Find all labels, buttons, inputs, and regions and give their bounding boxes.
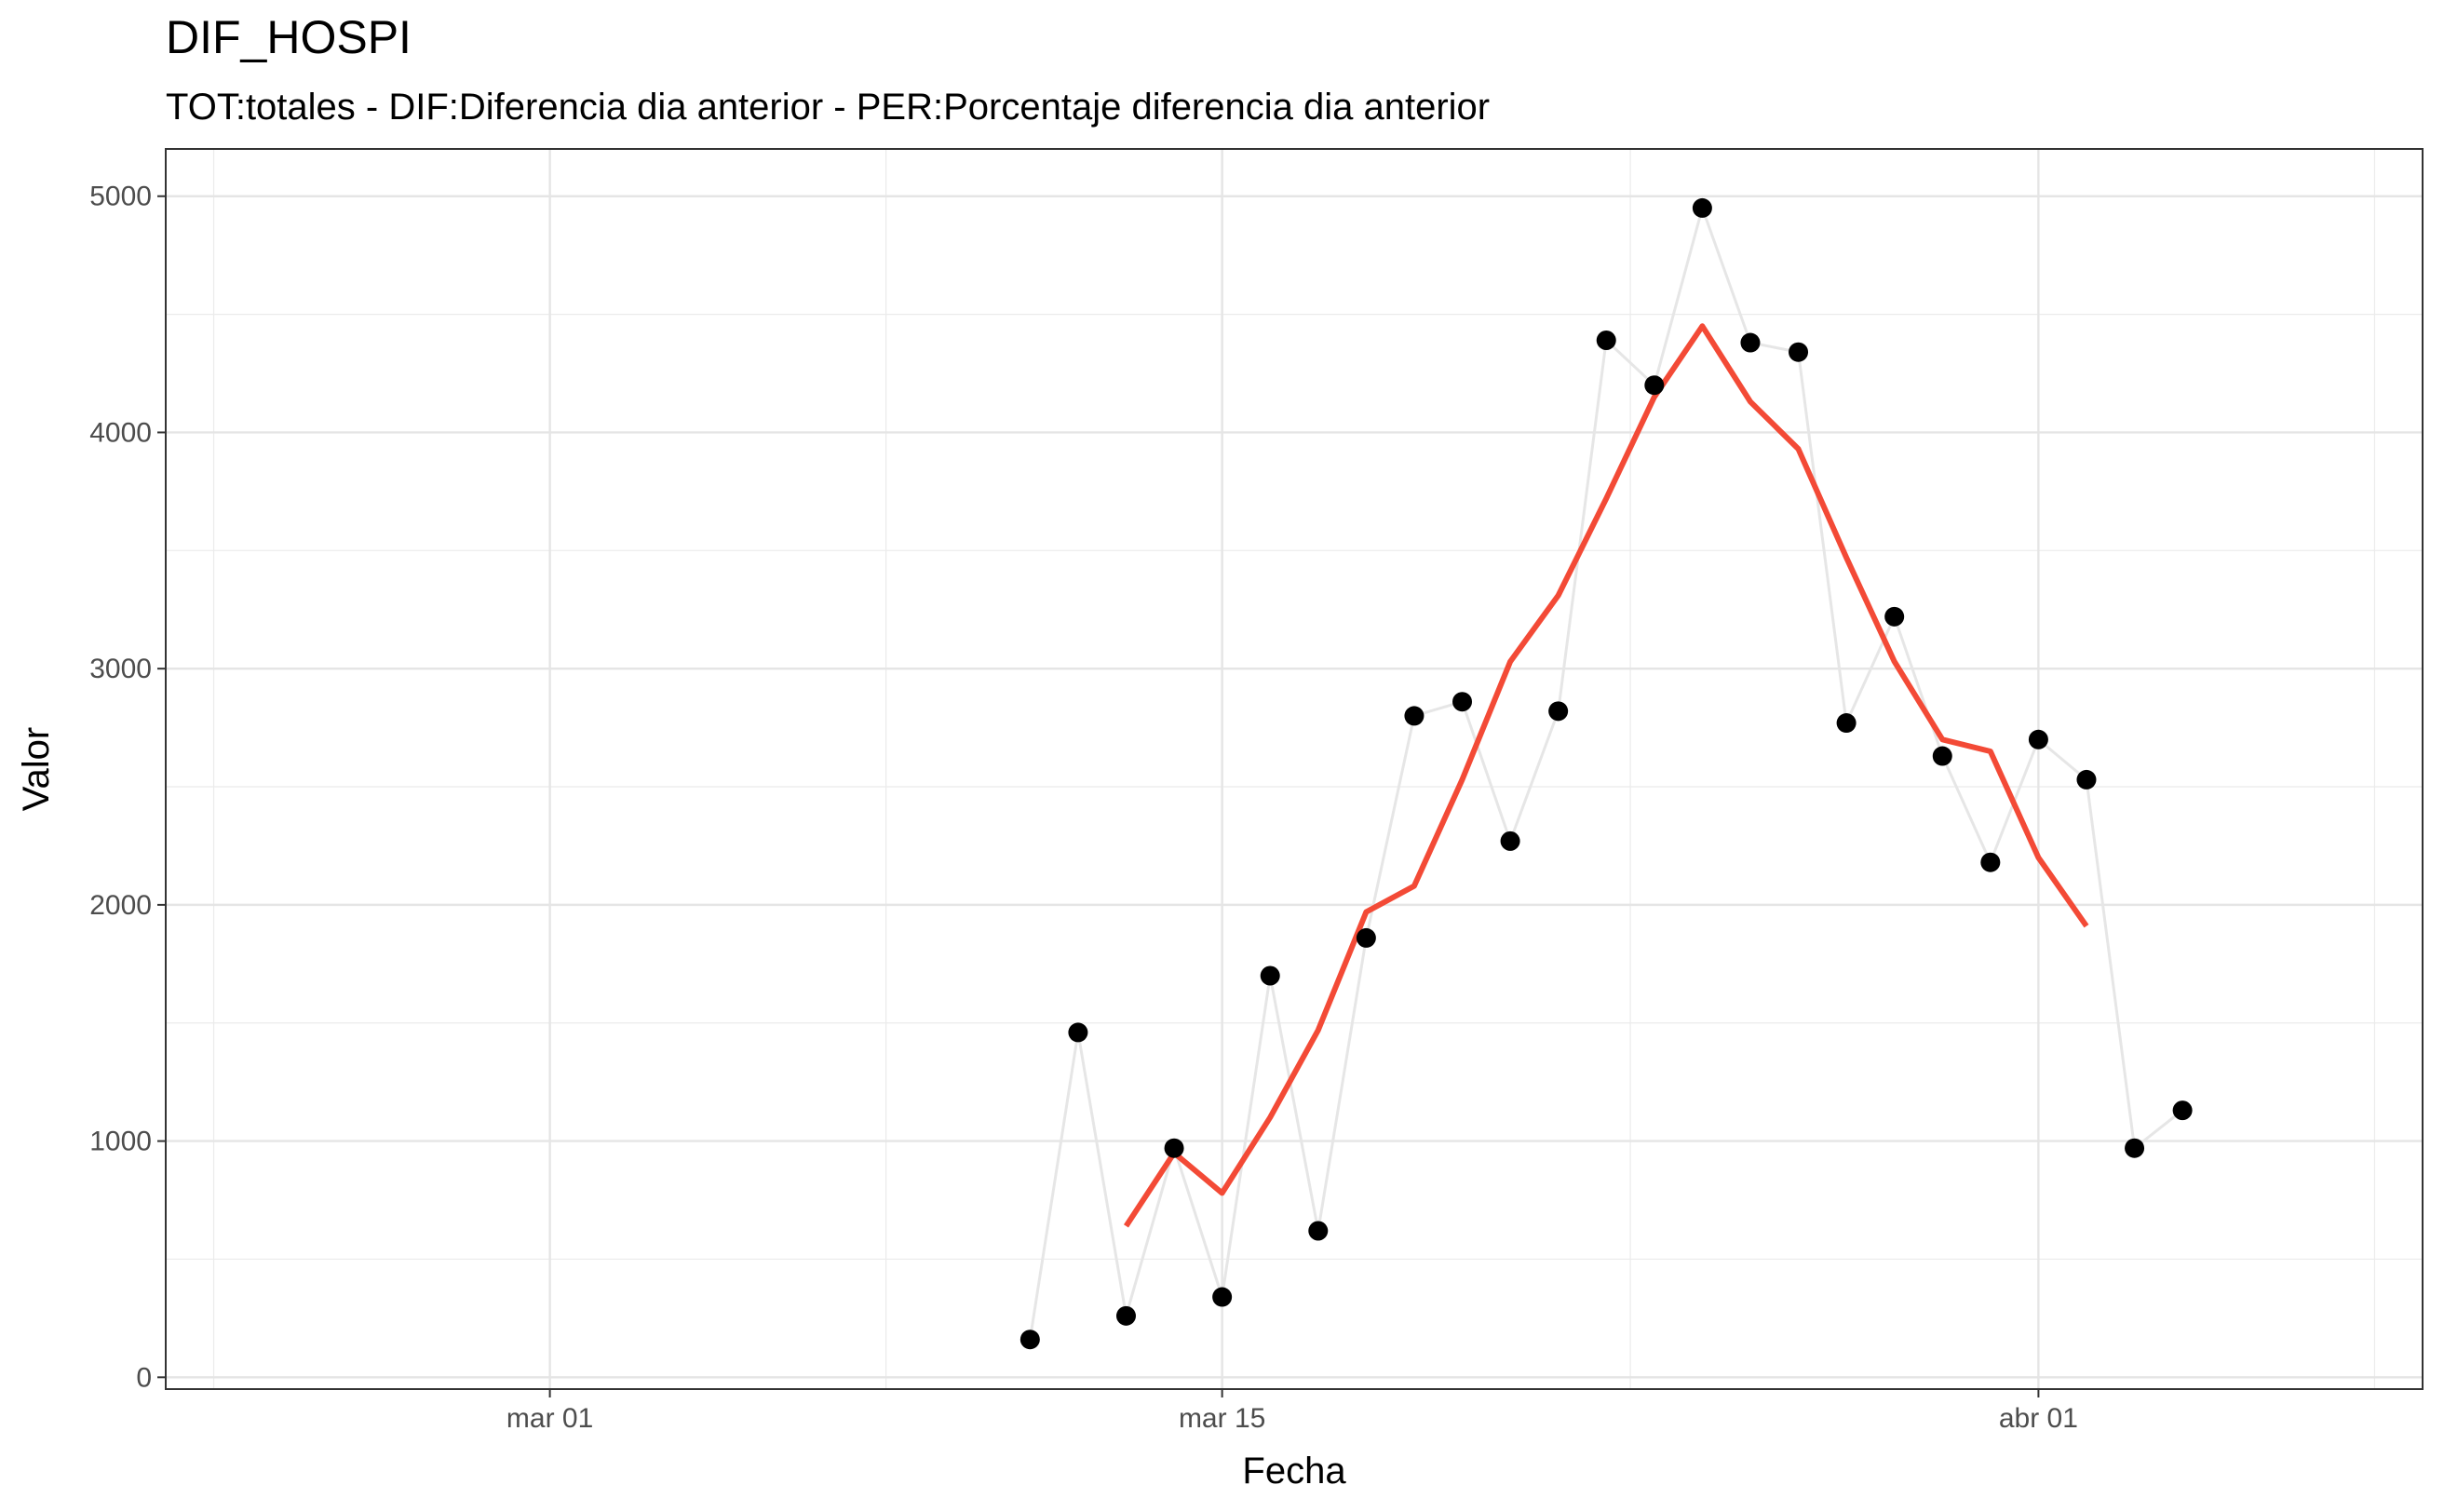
y-axis: 0 1000 2000 3000 4000 5000 xyxy=(89,182,166,1393)
plot-border xyxy=(165,148,2424,1390)
major-gridlines-x xyxy=(548,149,2040,1389)
x-axis: mar 01 mar 15 abr 01 xyxy=(506,1389,2078,1434)
x-tick-label: abr 01 xyxy=(1999,1403,2078,1434)
data-point xyxy=(1836,713,1857,734)
data-point xyxy=(1980,852,2001,872)
data-point xyxy=(1115,1305,1136,1326)
data-point xyxy=(1884,606,1905,627)
data-point xyxy=(2125,1138,2145,1158)
data-point xyxy=(1932,746,1952,766)
y-tick-label: 1000 xyxy=(89,1127,152,1157)
data-point xyxy=(1500,830,1520,851)
data-point xyxy=(1308,1221,1329,1241)
data-point xyxy=(2172,1100,2193,1121)
x-axis-title: Fecha xyxy=(1242,1451,1346,1492)
major-gridlines-y xyxy=(166,195,2423,1379)
series-layer xyxy=(1019,197,2193,1350)
y-tick-label: 0 xyxy=(136,1362,152,1393)
minor-gridlines-x xyxy=(212,149,2376,1389)
minor-gridlines-y xyxy=(166,314,2423,1261)
data-point xyxy=(1356,927,1376,948)
data-point xyxy=(1789,342,1809,362)
data-point xyxy=(2028,729,2048,749)
data-point xyxy=(1452,692,1473,712)
y-tick-label: 5000 xyxy=(89,182,152,212)
y-tick-label: 2000 xyxy=(89,890,152,921)
data-point xyxy=(1164,1138,1184,1158)
data-point xyxy=(1644,375,1665,396)
data-point xyxy=(1596,331,1616,351)
data-point xyxy=(1692,197,1712,218)
data-point xyxy=(1740,332,1761,353)
data-point xyxy=(1019,1330,1040,1350)
data-point xyxy=(1404,706,1425,726)
y-tick-label: 3000 xyxy=(89,654,152,684)
chart-subtitle: TOT:totales - DIF:Diferencia dia anterio… xyxy=(166,87,1490,128)
data-point xyxy=(1212,1287,1233,1307)
data-point xyxy=(1548,701,1569,722)
y-axis-title: Valor xyxy=(16,727,57,811)
data-point xyxy=(2076,769,2097,790)
series-line-red xyxy=(1123,323,2089,1228)
chart-title: DIF_HOSPI xyxy=(166,11,412,63)
x-tick-label: mar 01 xyxy=(506,1403,593,1434)
data-point xyxy=(1260,965,1280,986)
plot-panel xyxy=(166,149,2423,1389)
data-point xyxy=(1068,1022,1088,1043)
x-tick-label: mar 15 xyxy=(1179,1403,1265,1434)
y-tick-label: 4000 xyxy=(89,417,152,448)
